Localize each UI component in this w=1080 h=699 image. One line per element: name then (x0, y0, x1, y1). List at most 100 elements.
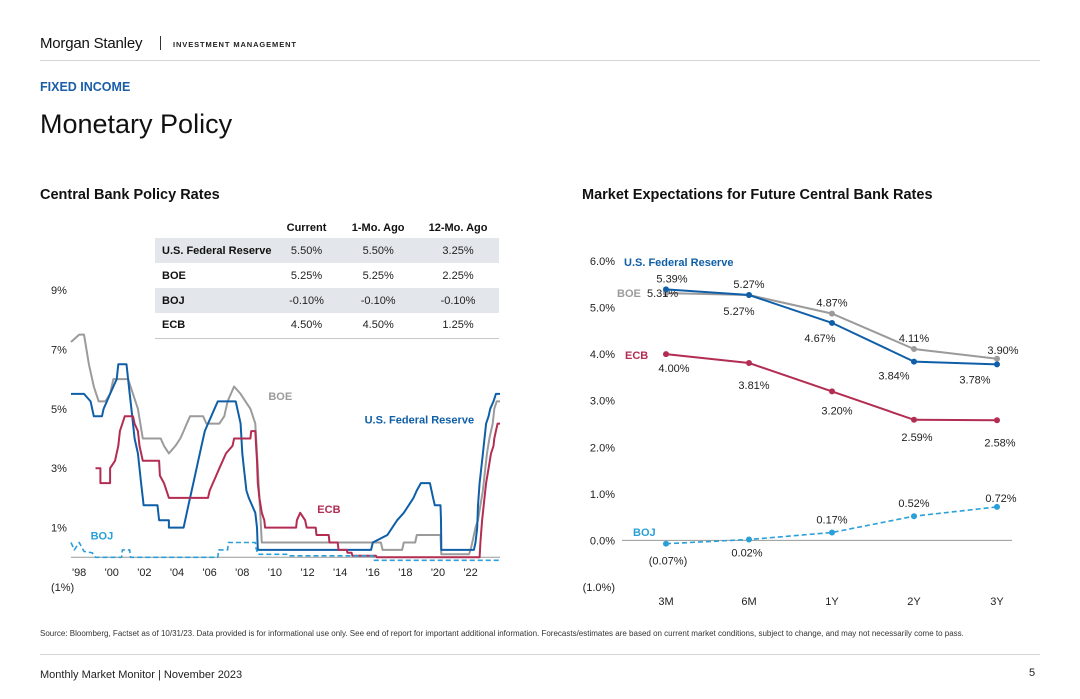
data-label-ecb: 2.59% (901, 432, 932, 444)
x-tick-label: 2Y (907, 596, 921, 608)
table-header-twelve-month: 12-Mo. Ago (428, 222, 488, 234)
page-number: 5 (1029, 667, 1036, 679)
division-label: INVESTMENT MANAGEMENT (173, 40, 297, 49)
bank-name: ECB (155, 313, 274, 339)
table-header-current: Current (286, 222, 327, 234)
x-tick-label: '10 (268, 567, 282, 579)
x-tick-label: 3M (658, 596, 673, 608)
y-tick-label: 1% (51, 523, 67, 535)
rate-current: 5.50% (273, 238, 340, 263)
footer-text: Monthly Market Monitor | November 2023 (40, 669, 243, 681)
y-tick-label: 0.0% (590, 535, 615, 547)
series-label-ecb: ECB (317, 504, 340, 516)
data-label-ecb: 3.20% (821, 405, 852, 417)
data-label-u-s-federal-reserve: 4.67% (804, 333, 835, 345)
y-tick-label: 2.0% (590, 442, 615, 454)
x-tick-label: '12 (300, 567, 314, 579)
brand-logo: Morgan Stanley (40, 35, 143, 52)
series-line-boe (70, 333, 500, 556)
rate-twelve-month: 3.25% (417, 238, 499, 263)
series-label-boe: BOE (617, 288, 641, 300)
y-tick-label: 7% (51, 344, 67, 356)
footer-divider (40, 654, 1040, 655)
data-label-boj: 0.72% (985, 493, 1016, 505)
data-label-boe: 3.90% (987, 345, 1018, 357)
data-point-u-s-federal-reserve (911, 358, 917, 365)
data-point-u-s-federal-reserve (994, 361, 1000, 368)
data-label-boe: 5.27% (733, 279, 764, 291)
y-tick-label: 6.0% (590, 256, 615, 268)
data-label-boj: 0.52% (898, 498, 929, 510)
data-label-u-s-federal-reserve: 3.84% (878, 371, 909, 383)
source-note: Source: Bloomberg, Factset as of 10/31/2… (40, 629, 964, 638)
data-point-ecb (911, 416, 917, 423)
left-chart-title: Central Bank Policy Rates (40, 187, 220, 203)
y-tick-label: 9% (51, 285, 67, 297)
table-row: ECB 4.50% 4.50% 1.25% (155, 313, 499, 339)
data-point-ecb (746, 359, 752, 366)
series-label-u-s-federal-reserve: U.S. Federal Reserve (365, 415, 474, 427)
data-label-boj: 0.17% (816, 515, 847, 527)
rate-current: 5.25% (290, 269, 323, 282)
rate-current: -0.10% (273, 288, 340, 313)
data-point-boe (994, 355, 1000, 362)
table-row: BOJ -0.10% -0.10% -0.10% (155, 288, 499, 313)
y-tick-label: 5% (51, 404, 67, 416)
x-tick-label: '16 (366, 567, 380, 579)
bank-name: BOE (162, 269, 186, 282)
rate-one-month: 5.50% (339, 238, 418, 263)
page-header: Morgan Stanley INVESTMENT MANAGEMENT (40, 34, 1040, 61)
data-point-boj (663, 540, 669, 547)
x-tick-label: 3Y (990, 596, 1004, 608)
series-label-u-s-federal-reserve: U.S. Federal Reserve (624, 257, 733, 269)
x-tick-label: '06 (202, 567, 216, 579)
table-header-bank (155, 218, 274, 238)
data-label-ecb: 4.00% (658, 363, 689, 375)
y-tick-label: 3% (51, 463, 67, 475)
data-label-boe: 4.11% (899, 333, 930, 345)
x-tick-label: '22 (463, 567, 477, 579)
section-label: FIXED INCOME (40, 80, 131, 94)
x-tick-label: 6M (741, 596, 756, 608)
series-label-boe: BOE (268, 391, 292, 403)
rate-one-month: 5.25% (362, 269, 394, 282)
x-tick-label: '04 (170, 567, 184, 579)
rate-twelve-month: -0.10% (417, 288, 499, 313)
x-tick-label: '08 (235, 567, 249, 579)
data-label-boe: 4.87% (816, 298, 847, 310)
rate-one-month: 4.50% (339, 313, 418, 339)
table-header-one-month: 1-Mo. Ago (351, 222, 405, 234)
table-row: BOE 5.25% 5.25% 2.25% (155, 263, 499, 288)
bank-name: U.S. Federal Reserve (155, 238, 274, 263)
rate-one-month: -0.10% (339, 288, 418, 313)
x-tick-label: '02 (137, 567, 151, 579)
page-title: Monetary Policy (40, 109, 233, 139)
x-tick-label: '20 (431, 567, 445, 579)
data-label-u-s-federal-reserve: 3.78% (959, 374, 990, 386)
series-line-u-s-federal-reserve (71, 363, 500, 551)
data-point-boj (746, 536, 752, 543)
data-point-boj (829, 529, 835, 536)
series-label-ecb: ECB (625, 350, 648, 362)
series-label-boj: BOJ (633, 527, 656, 539)
logo-divider (160, 36, 161, 50)
series-line-boj (70, 541, 500, 562)
series-line-ecb (95, 415, 500, 559)
data-label-ecb: 2.58% (984, 437, 1015, 449)
x-tick-label: '18 (398, 567, 412, 579)
data-label-boj: 0.02% (731, 547, 762, 559)
data-label-u-s-federal-reserve: 5.39% (656, 273, 687, 285)
data-point-boe (911, 346, 917, 353)
y-tick-label: (1.0%) (583, 582, 615, 594)
data-point-ecb (829, 388, 835, 395)
y-tick-label: 5.0% (590, 303, 615, 315)
y-tick-label: 1.0% (590, 489, 615, 501)
x-tick-label: 1Y (825, 596, 839, 608)
bank-name: BOJ (155, 288, 274, 313)
x-tick-label: '14 (333, 567, 347, 579)
data-point-u-s-federal-reserve (829, 319, 835, 326)
series-label-boj: BOJ (91, 530, 114, 542)
data-point-ecb (663, 351, 669, 358)
